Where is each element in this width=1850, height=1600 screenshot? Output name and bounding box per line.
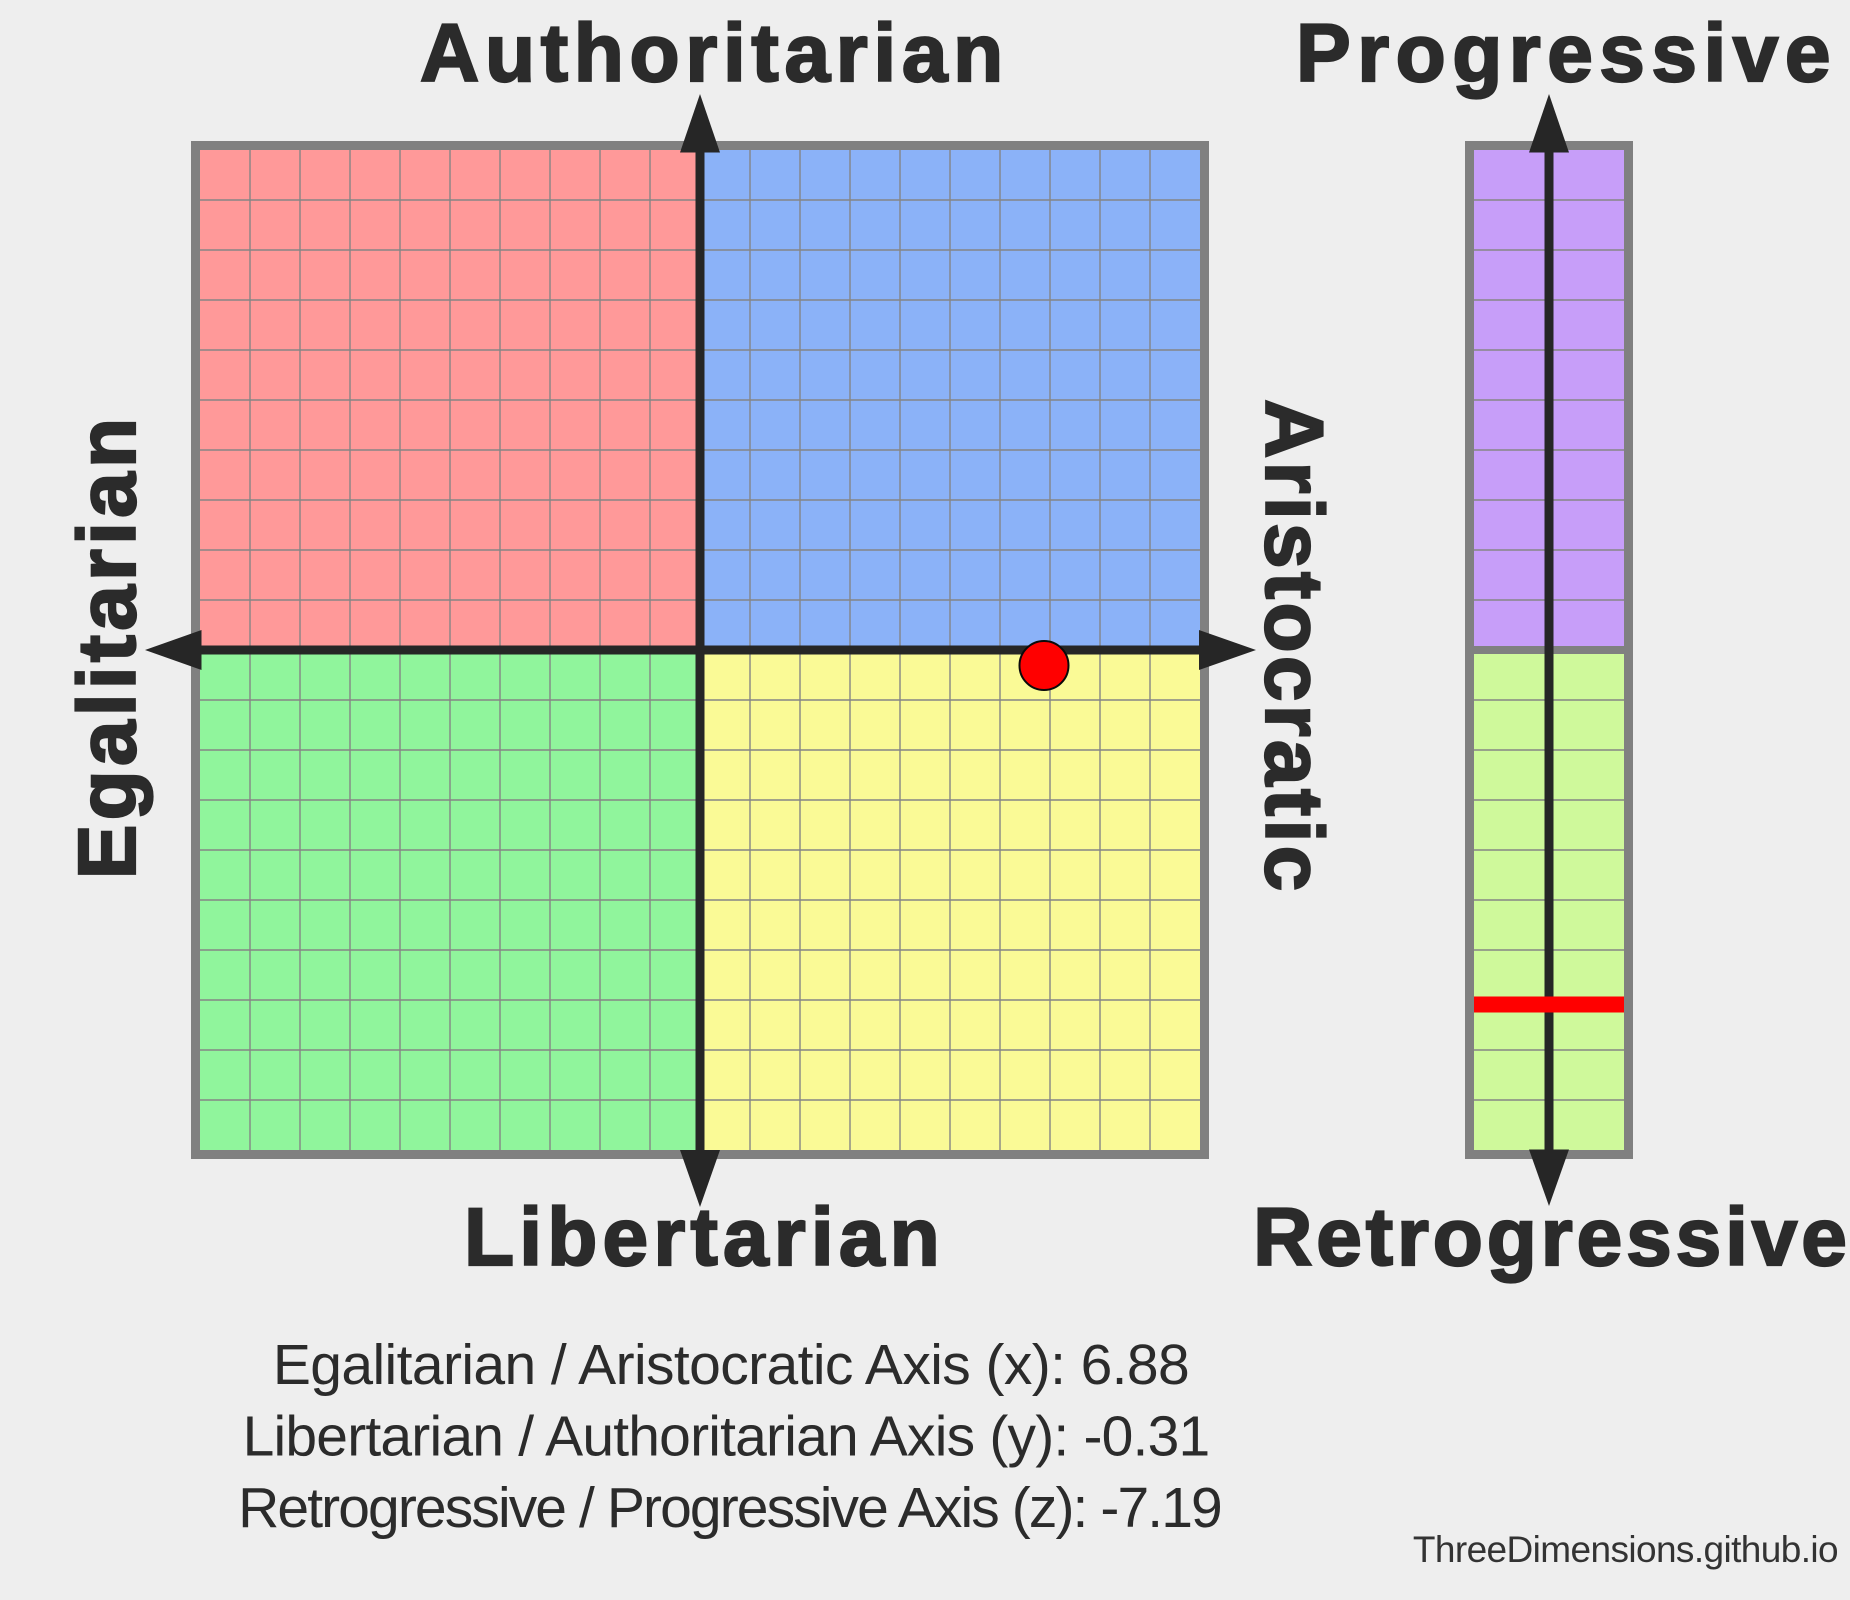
svg-text:Retrogressive: Retrogressive bbox=[1253, 1192, 1850, 1283]
svg-text:ThreeDimensions.github.io: ThreeDimensions.github.io bbox=[1413, 1529, 1838, 1570]
svg-text:Egalitarian / Aristocratic Axi: Egalitarian / Aristocratic Axis (x): 6.8… bbox=[273, 1333, 1189, 1397]
svg-text:Retrogressive / Progressive Ax: Retrogressive / Progressive Axis (z): -7… bbox=[238, 1476, 1221, 1540]
svg-text:Progressive: Progressive bbox=[1296, 8, 1837, 99]
svg-text:Aristocratic: Aristocratic bbox=[1248, 399, 1339, 894]
svg-text:Libertarian: Libertarian bbox=[464, 1192, 945, 1283]
svg-text:Libertarian / Authoritarian Ax: Libertarian / Authoritarian Axis (y): -0… bbox=[243, 1405, 1210, 1469]
svg-text:Authoritarian: Authoritarian bbox=[420, 8, 1009, 99]
svg-text:Egalitarian: Egalitarian bbox=[62, 414, 153, 879]
